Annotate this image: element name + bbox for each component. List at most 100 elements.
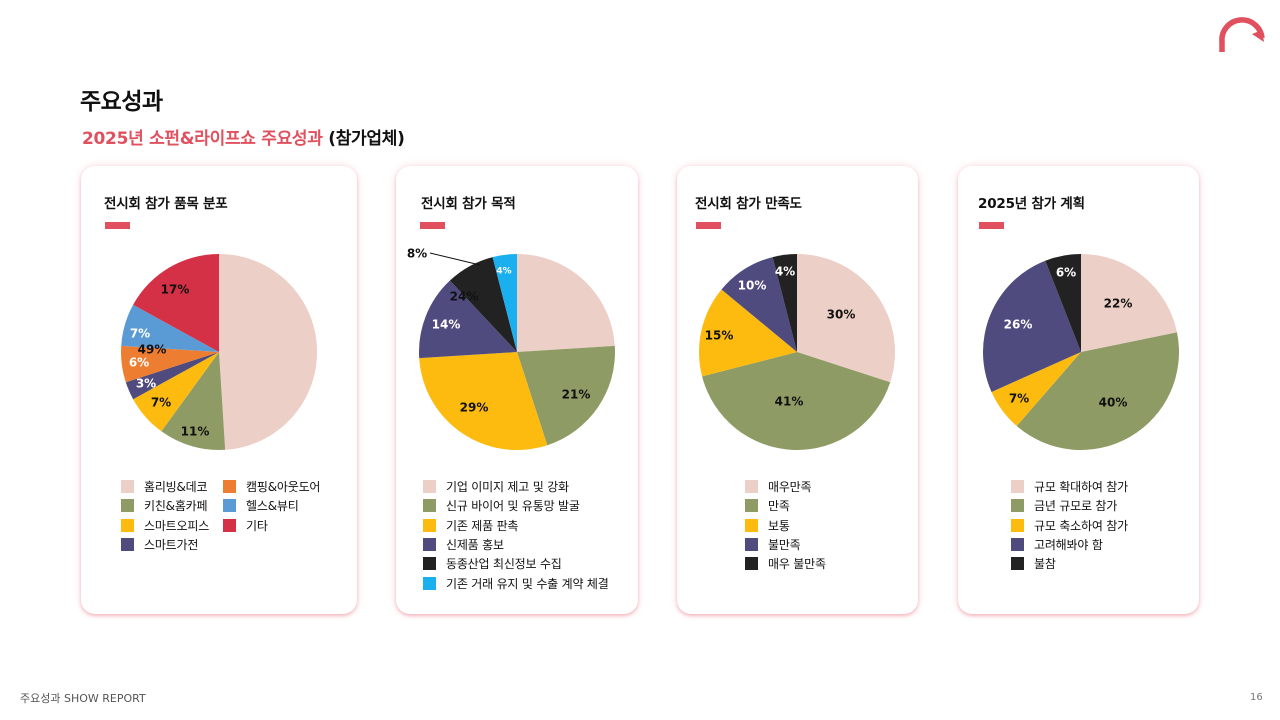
pie-slice [492, 254, 517, 352]
legend-label: 보통 [768, 518, 790, 533]
pie-slice [121, 304, 219, 352]
legend-swatch [423, 557, 436, 571]
legend-label: 매우만족 [768, 480, 812, 495]
data-label: 6% [129, 356, 149, 370]
pie-slice [419, 352, 548, 450]
legend-item: 신규 바이어 및 유통망 발굴 [423, 496, 609, 515]
legend-label: 기타 [246, 518, 268, 533]
legend-swatch [1011, 499, 1024, 513]
legend-item: 만족 [745, 496, 826, 515]
legend-swatch [423, 538, 436, 552]
pie-slice [517, 254, 615, 352]
legend-swatch [223, 499, 237, 513]
pie-slice [517, 345, 616, 446]
data-label: 49% [138, 343, 167, 357]
legend-item: 헬스&뷰티 [223, 496, 320, 515]
data-label: 11% [181, 425, 210, 439]
legend-item: 동종산업 최신정보 수집 [423, 554, 609, 573]
legend-label: 신제품 홍보 [446, 538, 504, 553]
data-label: 26% [1004, 318, 1033, 332]
legend-swatch [423, 499, 436, 513]
data-label: 22% [1104, 297, 1133, 311]
footer-report-title: 주요성과 SHOW REPORT [20, 692, 146, 705]
chart-legend: 규모 확대하여 참가 금년 규모로 참가 규모 축소하여 참가 고려해봐야 함 불참 [1011, 477, 1128, 573]
pie-slice [772, 254, 797, 352]
pie-slice [125, 352, 219, 400]
data-label: 15% [705, 329, 734, 343]
chart-legend: 홈리빙&데코 키친&홈카페 스마트오피스 스마트가전 캠핑&아웃도어 헬스&뷰티 기타 [121, 477, 320, 554]
data-label: 30% [827, 308, 856, 322]
chart-title: 2025년 참가 계획 [978, 196, 1085, 212]
legend-swatch [223, 518, 237, 532]
legend-swatch [121, 538, 134, 552]
legend-swatch [745, 499, 758, 513]
pie-slice [133, 352, 219, 432]
data-label: 7% [151, 396, 171, 410]
legend-swatch [423, 480, 436, 494]
legend-item: 기업 이미지 제고 및 강화 [423, 477, 609, 496]
pie-slice [982, 260, 1081, 392]
pie-slice [991, 352, 1081, 426]
legend-label: 불참 [1034, 557, 1056, 572]
page-subtitle: 2025년 소펀&라이프쇼 주요성과 (참가업체) [82, 124, 405, 149]
legend-item: 불만족 [745, 535, 826, 554]
data-label: 4% [775, 265, 795, 279]
legend-label: 스마트오피스 [144, 518, 210, 533]
chart-card-participation-plan: 2025년 참가 계획 22% 40% 7% 26% 6% 규모 확대하여 참가 금년 규… [958, 166, 1199, 614]
legend-swatch [745, 557, 758, 571]
page-subtitle-plain: (참가업체) [328, 129, 405, 149]
pie-chart: 30% 41% 15% 10% 4% [699, 254, 895, 450]
card-accent-bar [420, 222, 445, 229]
legend-swatch [1011, 518, 1024, 532]
pie-slice [219, 253, 318, 450]
data-label: 40% [1099, 396, 1128, 410]
legend-label: 규모 확대하여 참가 [1034, 480, 1128, 495]
card-accent-bar [696, 222, 721, 229]
legend-item: 기존 제품 판촉 [423, 516, 609, 535]
data-label: 3% [136, 377, 156, 391]
pie-chart: 49% 11% 7% 3% 6% 7% 17% [120, 253, 318, 451]
legend-item: 키친&홈카페 [121, 496, 209, 515]
card-accent-bar [979, 222, 1004, 229]
pie-slice [1081, 254, 1177, 352]
chart-title: 전시회 참가 품목 분포 [104, 196, 228, 212]
pie-slice [120, 345, 219, 383]
legend-swatch [1011, 480, 1024, 494]
legend-label: 신규 바이어 및 유통망 발굴 [446, 499, 580, 514]
data-label-outside: 8% [407, 247, 427, 261]
legend-label: 매우 불만족 [768, 557, 826, 572]
legend-label: 캠핑&아웃도어 [246, 480, 321, 495]
data-label: 24% [450, 290, 479, 304]
legend-item: 신제품 홍보 [423, 535, 609, 554]
legend-label: 고려해봐야 함 [1034, 538, 1103, 553]
legend-swatch [1011, 557, 1024, 571]
legend-item: 홈리빙&데코 [121, 477, 209, 496]
legend-label: 만족 [768, 499, 790, 514]
legend-swatch [745, 538, 758, 552]
legend-item: 매우 불만족 [745, 554, 826, 573]
chart-card-participation-purpose: 전시회 참가 목적 24% 21% 29% 14% 8% 4% 기업 이미지 제고 및 강… [396, 166, 638, 614]
page-number: 16 [1250, 692, 1263, 703]
pie-slice [702, 352, 891, 450]
pie-slice [699, 289, 797, 377]
pie-chart: 24% 21% 29% 14% 8% 4% [407, 247, 616, 450]
data-label: 29% [460, 401, 489, 415]
pie-slice [1016, 332, 1179, 450]
legend-item: 스마트오피스 [121, 516, 209, 535]
legend-swatch [423, 518, 436, 532]
data-label: 21% [562, 388, 591, 402]
data-label: 17% [161, 283, 190, 297]
legend-item: 기타 [223, 516, 320, 535]
pie-slice [449, 257, 517, 352]
legend-column: 규모 확대하여 참가 금년 규모로 참가 규모 축소하여 참가 고려해봐야 함 불참 [1011, 477, 1128, 573]
legend-swatch [223, 480, 237, 494]
legend-label: 키친&홈카페 [144, 499, 208, 514]
legend-item: 금년 규모로 참가 [1011, 496, 1128, 515]
legend-label: 금년 규모로 참가 [1034, 499, 1118, 514]
chart-title: 전시회 참가 만족도 [695, 196, 802, 212]
pie-slice [161, 352, 226, 451]
legend-item: 기존 거래 유지 및 수출 계약 체결 [423, 573, 609, 592]
